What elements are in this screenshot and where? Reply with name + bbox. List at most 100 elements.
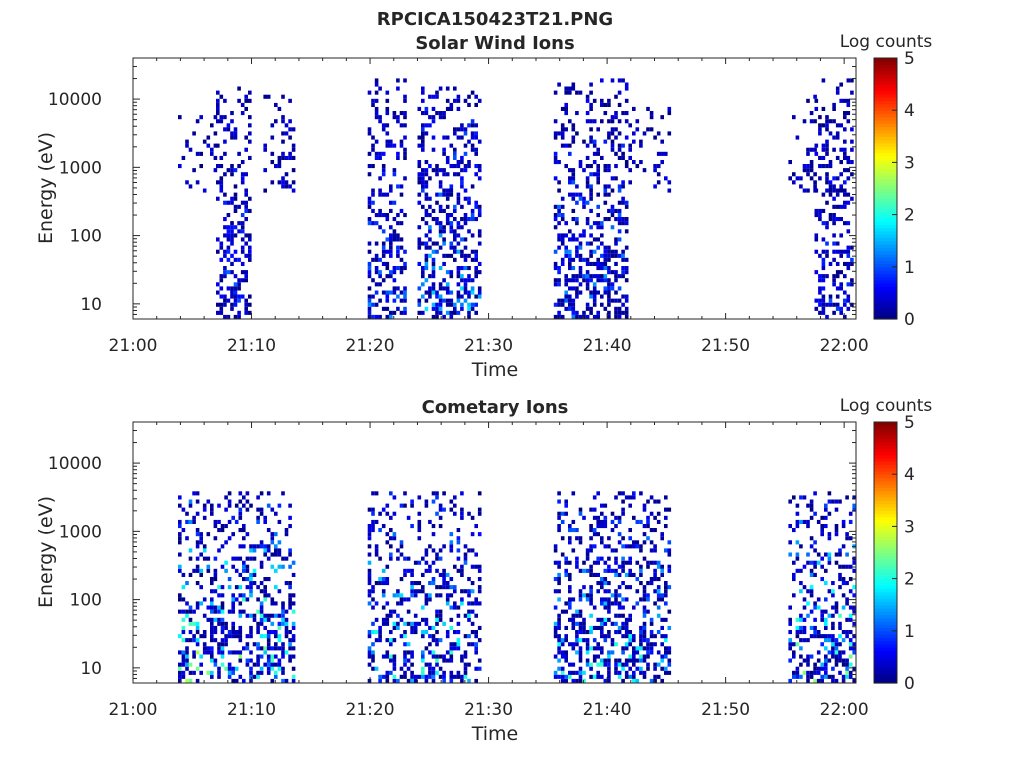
heatmap-cell [230, 237, 234, 242]
heatmap-cell [838, 621, 842, 626]
heatmap-cell [621, 266, 625, 271]
heatmap-cell [249, 634, 253, 639]
heatmap-cell [589, 306, 593, 311]
heatmap-cell [367, 90, 372, 95]
heatmap-cell [592, 314, 597, 319]
heatmap-cell [460, 658, 464, 663]
heatmap-cell [226, 314, 231, 319]
heatmap-cell [259, 507, 264, 512]
heatmap-cell [463, 298, 468, 303]
heatmap-cell [281, 678, 285, 683]
heatmap-cell [381, 306, 386, 311]
heatmap-cell [213, 605, 218, 610]
heatmap-cell [385, 123, 390, 128]
heatmap-cell [274, 634, 278, 639]
heatmap-cell [667, 658, 672, 663]
heatmap-cell [424, 597, 429, 602]
heatmap-cell [575, 678, 579, 683]
heatmap-cell [603, 662, 608, 667]
heatmap-cell [240, 111, 245, 116]
heatmap-cell [449, 225, 454, 230]
heatmap-cell [824, 662, 828, 667]
heatmap-cell [474, 147, 478, 152]
heatmap-cell [399, 577, 404, 582]
heatmap-cell [460, 123, 464, 128]
heatmap-cell [456, 568, 461, 573]
heatmap-cell [463, 253, 468, 258]
heatmap-cell [449, 507, 454, 512]
heatmap-cell [589, 601, 593, 606]
heatmap-cell [219, 294, 224, 299]
heatmap-cell [607, 310, 611, 315]
heatmap-cell [795, 556, 800, 561]
heatmap-cell [216, 98, 220, 103]
heatmap-cell [438, 503, 443, 508]
heatmap-cell [206, 499, 211, 504]
colorbar-segment [874, 142, 897, 147]
heatmap-cell [568, 229, 572, 234]
heatmap-cell [642, 540, 647, 545]
heatmap-cell [600, 119, 604, 124]
heatmap-cell [831, 593, 835, 598]
heatmap-cell [624, 658, 629, 663]
colorbar-segment [874, 139, 897, 144]
heatmap-cell [237, 314, 241, 319]
heatmap-cell [592, 605, 597, 610]
heatmap-cell [277, 160, 282, 165]
heatmap-cell [632, 646, 636, 651]
heatmap-cell [240, 176, 245, 181]
heatmap-cell [233, 168, 238, 173]
heatmap-cell [210, 507, 214, 512]
heatmap-cell [610, 213, 615, 218]
heatmap-cell [600, 597, 604, 602]
heatmap-cell [245, 491, 250, 496]
heatmap-cell [266, 556, 271, 561]
heatmap-cell [792, 654, 796, 659]
heatmap-cell [217, 548, 221, 553]
heatmap-cell [381, 229, 386, 234]
heatmap-cell [621, 180, 625, 185]
heatmap-cell [571, 82, 576, 87]
heatmap-cell [371, 658, 375, 663]
heatmap-cell [628, 503, 632, 508]
heatmap-cell [431, 634, 436, 639]
heatmap-cell [846, 221, 851, 226]
colorbar-segment [874, 71, 897, 75]
heatmap-cell [825, 147, 829, 152]
heatmap-cell [249, 650, 253, 655]
heatmap-cell [413, 560, 418, 565]
y-tick-label: 100 [70, 591, 102, 611]
heatmap-cell [813, 670, 817, 675]
heatmap-cell [223, 192, 227, 197]
heatmap-cell [553, 249, 558, 254]
heatmap-cell [816, 666, 821, 671]
heatmap-cell [821, 294, 826, 299]
heatmap-cell [237, 151, 241, 156]
heatmap-cell [628, 495, 632, 500]
heatmap-cell [252, 674, 257, 679]
heatmap-cell [252, 556, 257, 561]
heatmap-cell [442, 585, 446, 590]
heatmap-cell [237, 86, 241, 91]
heatmap-cell [553, 314, 558, 319]
heatmap-cell [435, 306, 439, 311]
heatmap-cell [841, 678, 846, 683]
heatmap-cell [281, 176, 285, 181]
colorbar-segment [874, 438, 897, 443]
heatmap-cell [237, 98, 241, 103]
heatmap-cell [575, 556, 579, 561]
heatmap-cell [277, 519, 282, 524]
heatmap-cell [799, 589, 803, 594]
heatmap-cell [249, 544, 253, 549]
heatmap-cell [445, 160, 450, 165]
heatmap-cell [181, 670, 186, 675]
heatmap-cell [617, 188, 622, 193]
heatmap-cell [824, 552, 828, 557]
heatmap-cell [238, 499, 243, 504]
heatmap-cell [838, 548, 842, 553]
heatmap-cell [396, 593, 400, 598]
heatmap-cell [614, 261, 618, 266]
heatmap-cell [460, 176, 464, 181]
heatmap-cell [592, 261, 597, 266]
